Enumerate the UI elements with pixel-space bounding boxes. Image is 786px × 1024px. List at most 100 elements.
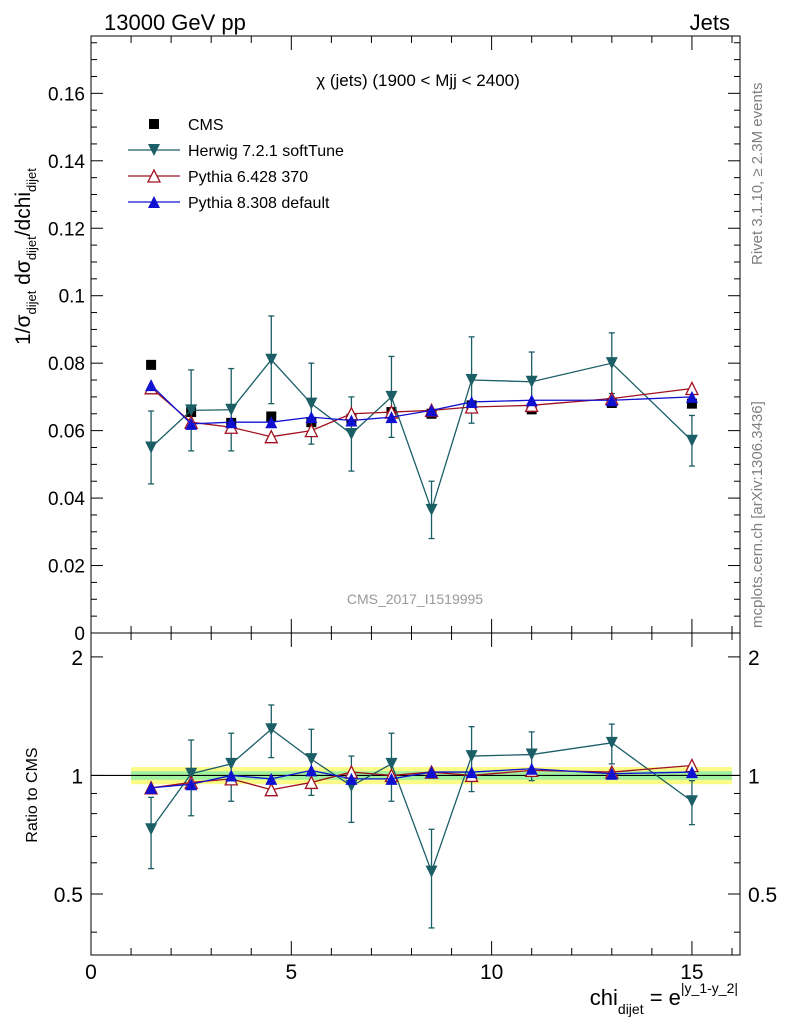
ratio-data-point [385,772,398,785]
ratio-data-point [145,781,158,794]
data-point [265,416,278,429]
data-point [305,397,318,410]
ratio-data-point [685,795,698,808]
data-point [385,411,398,424]
x-tick-label: 5 [285,961,297,984]
header-left: 13000 GeV pp [104,10,246,35]
x-tick-label: 10 [480,961,503,984]
x-tick-label: 15 [680,961,703,984]
header-right: Jets [690,10,730,35]
x-axis-label: chidijet = e|y_1-y_2| [590,980,738,1017]
ratio-data-point [305,753,318,766]
ratio-frame [90,632,741,956]
ratio-y-tick-label: 1 [71,765,83,788]
data-point [146,359,157,370]
ratio-data-point [185,767,198,780]
main-y-tick-label: 0.06 [48,422,85,443]
ratio-data-point [185,778,198,791]
ratio-data-point [525,748,538,761]
legend-label: CMS [188,117,224,134]
data-point [605,394,618,407]
ratio-data-point [345,772,358,785]
legend-marker [149,119,159,129]
rivet-label: Rivet 3.1.10, ≥ 2.3M events [749,83,766,266]
x-tick-label: 0 [85,961,97,984]
series-line [150,384,692,425]
data-point [525,394,538,407]
legend-marker [148,144,160,156]
data-point [185,404,198,417]
watermark: CMS_2017_I1519995 [347,591,483,607]
ratio-data-point [425,865,438,878]
legend-label: Pythia 6.428 370 [188,169,308,186]
data-point [385,390,398,403]
data-point [225,416,238,429]
ratio-y-tick-label: 2 [748,647,760,670]
main-y-tick-label: 0.08 [48,354,85,375]
series-3 [145,379,698,430]
ratio-data-point [465,766,478,779]
ratio-data-point [465,750,478,763]
data-point [345,414,358,427]
data-point [145,441,158,454]
data-point [525,375,538,388]
data-point [304,423,319,438]
main-y-tick-label: 0.16 [48,84,85,105]
data-point [686,398,697,409]
ratio-series-line [150,728,693,874]
ratio-data-point [385,757,398,770]
ratio-data-point [685,766,698,779]
ratio-y-axis-label: Ratio to CMS [24,747,41,842]
ratio-data-point [264,782,279,797]
ratio-series-0 [145,704,698,929]
ratio-data-point [145,823,158,836]
ratio-data-point [265,772,278,785]
main-y-tick-label: 0 [74,624,85,645]
series-line [150,387,693,438]
ratio-data-point [225,769,238,782]
ratio-data-point [304,774,319,790]
main-y-axis-label: 1/σdijet dσdijet/dchidijet [12,168,39,345]
ratio-data-point [305,764,318,777]
ratio-data-point [605,767,618,780]
ratio-y-tick-label: 0.5 [748,884,777,907]
data-point [305,411,318,424]
ratio-series-line [151,764,692,791]
data-point [685,390,698,403]
data-point [685,434,698,447]
data-point [265,353,278,366]
main-y-tick-label: 0.1 [59,287,85,308]
data-point [425,503,438,516]
legend-label: Herwig 7.2.1 softTune [188,143,344,160]
data-point [465,395,478,408]
ratio-panel: 0.5 0.5 1 1 2 2 0 5 10 15 Ratio to CMS chidijet =… [24,632,777,1017]
data-point [345,428,358,440]
data-point [185,417,198,430]
ratio-y-tick-label: 2 [71,647,83,670]
main-y-tick-label: 0.04 [48,489,85,510]
mcplots-label: mcplots.cern.ch [arXiv:1306.3436] [749,401,766,628]
ratio-series-line [151,768,692,789]
ratio-y-tick-label: 0.5 [54,884,83,907]
main-y-tick-label: 0.14 [48,152,85,173]
legend-label: Pythia 8.308 default [188,195,330,212]
data-point [145,379,158,392]
ratio-data-point [225,757,238,770]
series-line [150,358,693,512]
ratio-data-point [525,762,538,775]
ratio-y-tick-label: 1 [748,765,760,788]
data-point [264,429,279,444]
data-point [425,404,438,417]
main-y-tick-label: 0.12 [48,219,85,240]
data-point [465,374,478,387]
legend: CMS Herwig 7.2.1 softTune Pythia 6.428 370… [128,117,344,212]
main-y-tick-label: 0.02 [48,557,85,578]
main-panel: χ (jets) (1900 < Mjj < 2400) CMS_2017_I1… [12,35,741,645]
data-point [225,403,238,416]
main-title: χ (jets) (1900 < Mjj < 2400) [316,71,520,90]
legend-marker [146,168,162,183]
data-point [605,357,618,370]
series-1 [145,315,698,540]
ratio-data-point [605,736,618,749]
